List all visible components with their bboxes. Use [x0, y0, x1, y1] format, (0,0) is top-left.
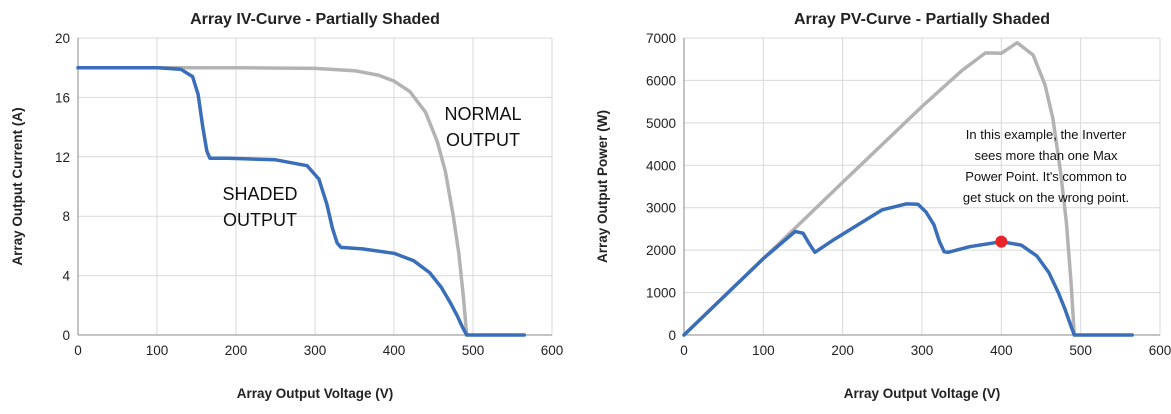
- chart-title: Array IV-Curve - Partially Shaded: [190, 11, 440, 28]
- y-tick-label: 7000: [646, 31, 676, 46]
- chart-title: Array PV-Curve - Partially Shaded: [794, 11, 1050, 28]
- annotation-text: In this example, the Inverter: [966, 127, 1127, 142]
- annotation-text: OUTPUT: [223, 210, 297, 230]
- shaded-series-line: [682, 202, 1134, 337]
- y-tick-label: 8: [62, 209, 70, 224]
- x-tick-label: 200: [225, 343, 248, 358]
- annotation-text: SHADED: [222, 184, 297, 204]
- y-tick-label: 20: [55, 31, 70, 46]
- x-tick-label: 500: [1069, 343, 1092, 358]
- x-tick-label: 100: [146, 343, 169, 358]
- y-tick-label: 0: [668, 328, 676, 343]
- annotation-text: NORMAL: [444, 104, 521, 124]
- y-tick-label: 4: [62, 269, 70, 284]
- x-tick-label: 200: [831, 343, 854, 358]
- x-tick-label: 400: [383, 343, 406, 358]
- normal-series-line: [682, 40, 1077, 337]
- annotation-text: get stuck on the wrong point.: [963, 190, 1129, 205]
- x-tick-label: 400: [990, 343, 1013, 358]
- x-tick-label: 600: [541, 343, 564, 358]
- y-tick-label: 2000: [646, 243, 676, 258]
- max-power-point-marker: [995, 235, 1008, 248]
- x-tick-label: 500: [462, 343, 485, 358]
- x-tick-label: 300: [304, 343, 327, 358]
- annotation-text: Power Point. It's common to: [965, 169, 1126, 184]
- y-axis-label: Array Output Power (W): [595, 110, 610, 263]
- x-axis-label: Array Output Voltage (V): [237, 386, 394, 401]
- shaded-output-series-line: [76, 65, 527, 337]
- y-tick-label: 1000: [646, 286, 676, 301]
- y-tick-label: 5000: [646, 116, 676, 131]
- y-tick-label: 3000: [646, 201, 676, 216]
- annotation-text: OUTPUT: [446, 130, 520, 150]
- x-tick-label: 600: [1149, 343, 1171, 358]
- x-tick-label: 100: [752, 343, 775, 358]
- x-tick-label: 0: [680, 343, 688, 358]
- y-tick-label: 6000: [646, 73, 676, 88]
- x-axis-label: Array Output Voltage (V): [844, 386, 1001, 401]
- chart-1: 0 100 200 300 400 500 600 0 4 8 12 16 20 NORMAL OUTPUT…: [10, 11, 563, 401]
- y-tick-label: 16: [55, 90, 70, 105]
- chart-2: 0 100 200 300 400 500 600010002000300040005000…: [595, 11, 1171, 401]
- normal-output-series-line: [76, 65, 469, 337]
- y-tick-label: 12: [55, 150, 70, 165]
- annotation-text: sees more than one Max: [974, 148, 1118, 163]
- y-axis-label: Array Output Current (A): [10, 107, 25, 265]
- x-tick-label: 300: [911, 343, 934, 358]
- y-tick-label: 0: [62, 328, 70, 343]
- y-tick-label: 4000: [646, 158, 676, 173]
- x-tick-label: 0: [74, 343, 82, 358]
